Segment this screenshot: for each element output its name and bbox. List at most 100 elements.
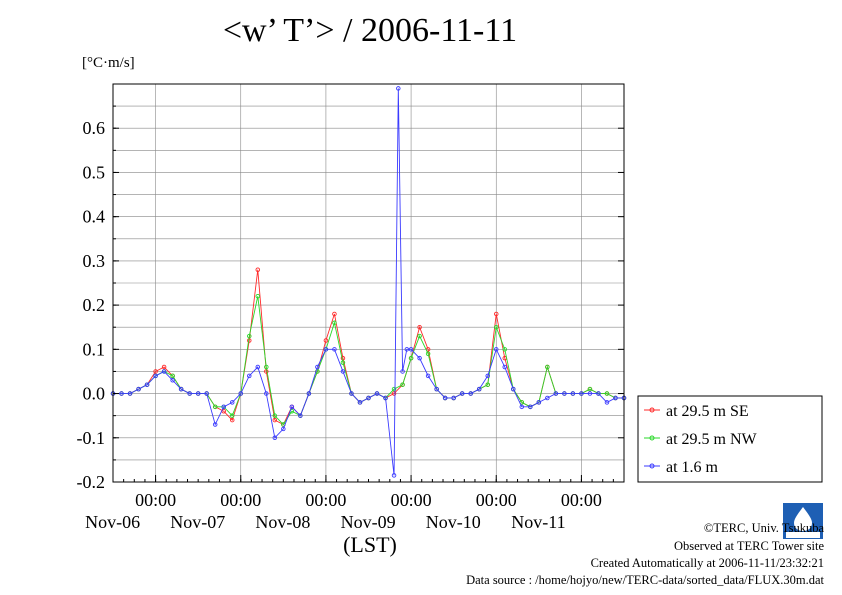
- data-point: [306, 391, 312, 396]
- y-tick-label: 0.2: [83, 295, 106, 315]
- data-point: [391, 473, 397, 478]
- data-point: [323, 347, 329, 352]
- data-point: [255, 364, 261, 370]
- data-point: [587, 386, 593, 392]
- data-point: [357, 400, 363, 405]
- data-point: [528, 404, 533, 410]
- data-point: [536, 400, 542, 405]
- data-point: [229, 400, 235, 405]
- data-point: [383, 395, 388, 401]
- data-point: [195, 391, 201, 396]
- data-point: [545, 395, 550, 401]
- data-point: [417, 355, 422, 361]
- data-point: [119, 391, 124, 396]
- credit-created: Created Automatically at 2006-11-11/23:3…: [590, 556, 824, 570]
- y-tick-label: 0.4: [83, 207, 106, 227]
- data-point: [374, 391, 380, 396]
- y-tick-label: -0.1: [77, 428, 106, 448]
- data-point: [340, 355, 346, 361]
- y-axis-unit: [°C·m/s]: [82, 55, 135, 71]
- data-point: [425, 351, 431, 357]
- data-point: [340, 360, 346, 365]
- series-line: [113, 296, 624, 426]
- data-point: [400, 369, 405, 374]
- data-point: [391, 386, 397, 392]
- data-point: [170, 373, 175, 379]
- y-tick-label: 0.0: [83, 384, 106, 404]
- series-line: [113, 88, 624, 476]
- y-tick-label: -0.2: [77, 472, 106, 492]
- chart-title: <w’ T’> / 2006-11-11: [222, 12, 518, 49]
- data-point: [408, 347, 414, 352]
- data-point: [408, 355, 414, 361]
- series-layer: [110, 86, 627, 478]
- data-point: [400, 382, 405, 387]
- data-point: [298, 413, 303, 418]
- data-point: [153, 369, 158, 374]
- data-point: [178, 386, 184, 392]
- data-point: [596, 391, 601, 396]
- series-line: [113, 269, 624, 426]
- data-point: [272, 417, 278, 423]
- data-point: [613, 395, 618, 401]
- data-point: [494, 347, 499, 352]
- data-point: [442, 395, 448, 401]
- credit-data-source: Data source : /home/hojyo/new/TERC-data/…: [466, 573, 824, 587]
- y-tick-label: 0.3: [83, 251, 106, 271]
- data-point: [485, 382, 490, 387]
- data-point: [289, 404, 295, 410]
- data-point: [553, 391, 559, 396]
- data-point: [212, 422, 218, 427]
- data-point: [332, 320, 337, 326]
- data-point: [502, 347, 508, 352]
- legend-swatch-marker: [649, 463, 655, 469]
- y-tick-label: 0.1: [83, 339, 106, 359]
- data-point: [417, 324, 422, 330]
- data-point: [366, 395, 371, 401]
- legend-label: at 29.5 m NW: [666, 431, 758, 448]
- data-point: [272, 413, 278, 418]
- legend-box: [637, 395, 823, 483]
- data-point: [315, 364, 320, 370]
- data-point: [229, 417, 235, 423]
- x-day-label: Nov-07: [170, 512, 225, 532]
- data-point: [264, 364, 269, 370]
- x-day-label: Nov-08: [255, 512, 310, 532]
- data-point: [281, 426, 286, 432]
- data-point: [144, 382, 150, 387]
- data-point: [349, 391, 354, 396]
- credit-copyright: ©TERC, Univ. Tsukuba: [703, 521, 824, 535]
- x-tick-label: 00:00: [476, 490, 517, 510]
- x-tick-label: 00:00: [305, 490, 346, 510]
- data-point: [434, 386, 439, 392]
- x-day-label: Nov-09: [341, 512, 396, 532]
- data-point: [332, 311, 337, 317]
- x-axis-unit: (LST): [343, 532, 397, 557]
- data-point: [187, 391, 192, 396]
- data-point: [332, 347, 337, 352]
- data-point: [391, 391, 397, 396]
- data-point: [604, 391, 610, 396]
- data-point: [161, 364, 167, 370]
- x-tick-label: 00:00: [391, 490, 432, 510]
- legend-swatch-marker: [649, 407, 655, 413]
- data-point: [425, 373, 431, 379]
- data-point: [451, 395, 456, 401]
- y-tick-label: 0.6: [83, 118, 106, 138]
- x-day-label: Nov-06: [85, 512, 140, 532]
- data-point: [494, 324, 499, 330]
- x-tick-label: 00:00: [220, 490, 261, 510]
- data-point: [136, 386, 141, 392]
- data-point: [153, 373, 158, 379]
- data-point: [511, 386, 516, 392]
- data-point: [494, 311, 499, 317]
- credit-site: Observed at TERC Tower site: [673, 539, 824, 553]
- data-point: [502, 364, 508, 370]
- data-point: [396, 86, 401, 91]
- data-point: [404, 347, 410, 352]
- data-point: [570, 391, 576, 396]
- legend: at 29.5 m SE at 29.5 m NW at 1.6 m: [637, 395, 823, 483]
- y-tick-label: 0.5: [83, 162, 106, 182]
- grid: [113, 83, 624, 483]
